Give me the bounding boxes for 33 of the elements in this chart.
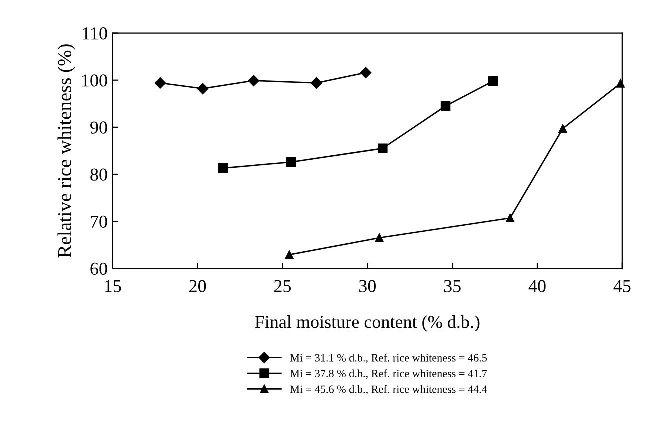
point	[248, 75, 260, 86]
point	[616, 79, 625, 88]
y-tick-label: 70	[91, 216, 108, 228]
point	[488, 76, 498, 86]
y-tick-label: 60	[90, 262, 108, 276]
y-axis-title: Relative rice whiteness (%)	[58, 44, 76, 258]
y-tick-label: 90	[90, 122, 108, 134]
point	[506, 214, 514, 222]
y-tick-label: 110	[83, 28, 108, 40]
point	[378, 144, 388, 154]
x-tick-label: 15	[105, 280, 122, 292]
x-tick-label: 25	[274, 280, 292, 292]
point	[360, 67, 372, 78]
point	[440, 101, 451, 112]
point	[311, 78, 322, 89]
legend-label: Mi = 37.8 % d.b., Ref. rice whiteness = 41.7	[290, 370, 488, 380]
point	[558, 124, 568, 134]
point	[286, 157, 296, 168]
x-tick-label: 45	[614, 280, 631, 292]
point	[218, 164, 228, 174]
point	[375, 234, 384, 242]
point	[285, 250, 294, 260]
point	[154, 78, 166, 89]
x-tick-label: 30	[359, 280, 376, 292]
legend-label: Mi = 45.6 % d.b., Ref. rice whiteness = 44.4	[290, 385, 488, 395]
x-tick-label: 40	[528, 280, 546, 292]
x-tick-label: 35	[444, 280, 461, 292]
point	[197, 83, 208, 94]
x-axis-title: Final moisture content (% d.b.)	[255, 316, 480, 332]
legend-label: Mi = 31.1 % d.b., Ref. rice whiteness = 46.5	[290, 354, 488, 364]
y-tick-label: 80	[90, 168, 108, 181]
y-tick-label: 100	[82, 74, 108, 87]
x-tick-label: 20	[190, 280, 206, 292]
